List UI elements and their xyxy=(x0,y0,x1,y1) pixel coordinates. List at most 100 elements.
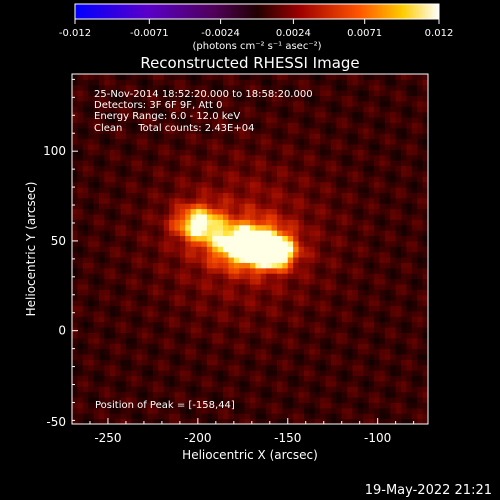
heatmap-cell xyxy=(336,149,343,156)
heatmap-cell xyxy=(276,332,283,339)
heatmap-cell xyxy=(174,251,181,258)
heatmap-cell xyxy=(417,219,424,226)
heatmap-cell xyxy=(250,219,256,226)
heatmap-cell xyxy=(174,418,181,424)
heatmap-cell xyxy=(104,327,111,333)
heatmap-cell xyxy=(233,262,240,269)
heatmap-cell xyxy=(390,418,397,424)
heatmap-cell xyxy=(142,305,149,312)
heatmap-cell xyxy=(384,160,391,167)
heatmap-cell xyxy=(341,294,348,301)
heatmap-cell xyxy=(352,375,359,382)
heatmap-cell xyxy=(314,149,321,156)
heatmap-cell xyxy=(115,100,122,107)
heatmap-cell xyxy=(330,273,337,280)
heatmap-cell xyxy=(169,214,175,220)
heatmap-cell xyxy=(276,235,283,242)
heatmap-cell xyxy=(293,117,300,123)
heatmap-cell xyxy=(303,251,310,258)
heatmap-cell xyxy=(196,289,202,296)
heatmap-cell xyxy=(374,321,380,328)
heatmap-cell xyxy=(352,138,359,145)
heatmap-cell xyxy=(255,224,262,231)
heatmap-cell xyxy=(109,230,116,237)
heatmap-cell xyxy=(228,106,235,113)
heatmap-cell xyxy=(266,391,273,398)
heatmap-cell xyxy=(82,262,89,269)
heatmap-cell xyxy=(158,122,165,129)
heatmap-cell xyxy=(142,397,149,403)
heatmap-cell xyxy=(422,354,428,360)
heatmap-cell xyxy=(303,257,310,263)
heatmap-cell xyxy=(325,122,332,129)
heatmap-cell xyxy=(374,402,380,409)
heatmap-cell xyxy=(363,267,370,274)
heatmap-cell xyxy=(217,133,224,140)
heatmap-cell xyxy=(271,127,278,134)
heatmap-cell xyxy=(282,90,289,97)
heatmap-cell xyxy=(417,397,424,403)
heatmap-cell xyxy=(98,278,105,285)
heatmap-cell xyxy=(223,214,229,220)
heatmap-cell xyxy=(303,240,310,247)
heatmap-cell xyxy=(72,84,78,91)
heatmap-cell xyxy=(374,332,380,339)
heatmap-cell xyxy=(131,214,138,220)
heatmap-cell xyxy=(276,170,283,177)
heatmap-cell xyxy=(271,251,278,258)
heatmap-cell xyxy=(325,300,332,307)
heatmap-cell xyxy=(217,310,224,317)
heatmap-cell xyxy=(115,278,122,285)
heatmap-cell xyxy=(120,149,127,156)
heatmap-cell xyxy=(347,337,353,344)
heatmap-cell xyxy=(120,310,127,317)
heatmap-cell xyxy=(120,375,127,382)
heatmap-cell xyxy=(217,127,224,134)
heatmap-cell xyxy=(228,208,235,215)
heatmap-cell xyxy=(320,337,327,344)
heatmap-cell xyxy=(266,370,273,377)
heatmap-cell xyxy=(206,294,213,301)
heatmap-cell xyxy=(298,359,305,366)
heatmap-cell xyxy=(303,90,310,97)
heatmap-cell xyxy=(422,397,428,403)
heatmap-cell xyxy=(201,262,208,269)
heatmap-cell xyxy=(266,90,273,97)
heatmap-cell xyxy=(201,380,208,387)
heatmap-cell xyxy=(77,144,84,150)
heatmap-cell xyxy=(147,224,154,231)
heatmap-cell xyxy=(169,300,175,307)
heatmap-cell xyxy=(206,187,213,193)
heatmap-cell xyxy=(298,176,305,183)
heatmap-cell xyxy=(88,192,95,199)
heatmap-cell xyxy=(266,192,273,199)
heatmap-cell xyxy=(266,321,273,328)
heatmap-cell xyxy=(174,386,181,393)
heatmap-cell xyxy=(104,273,111,280)
heatmap-cell xyxy=(395,246,402,253)
heatmap-cell xyxy=(298,138,305,145)
heatmap-cell xyxy=(374,208,380,215)
heatmap-cell xyxy=(352,246,359,253)
heatmap-cell xyxy=(228,321,235,328)
heatmap-cell xyxy=(142,176,149,183)
heatmap-cell xyxy=(152,133,159,140)
heatmap-cell xyxy=(341,111,348,118)
heatmap-cell xyxy=(82,267,89,274)
heatmap-cell xyxy=(293,386,300,393)
heatmap-cell xyxy=(401,337,407,344)
heatmap-cell xyxy=(115,305,122,312)
heatmap-cell xyxy=(228,348,235,355)
heatmap-cell xyxy=(169,192,175,199)
heatmap-cell xyxy=(303,111,310,118)
heatmap-cell xyxy=(201,273,208,280)
heatmap-cell xyxy=(125,90,132,97)
heatmap-cell xyxy=(174,364,181,371)
heatmap-cell xyxy=(276,111,283,118)
heatmap-cell xyxy=(330,343,337,350)
heatmap-cell xyxy=(125,203,132,210)
heatmap-cell xyxy=(239,310,246,317)
heatmap-cell xyxy=(104,343,111,350)
heatmap-cell xyxy=(255,165,262,172)
heatmap-cell xyxy=(212,84,219,91)
